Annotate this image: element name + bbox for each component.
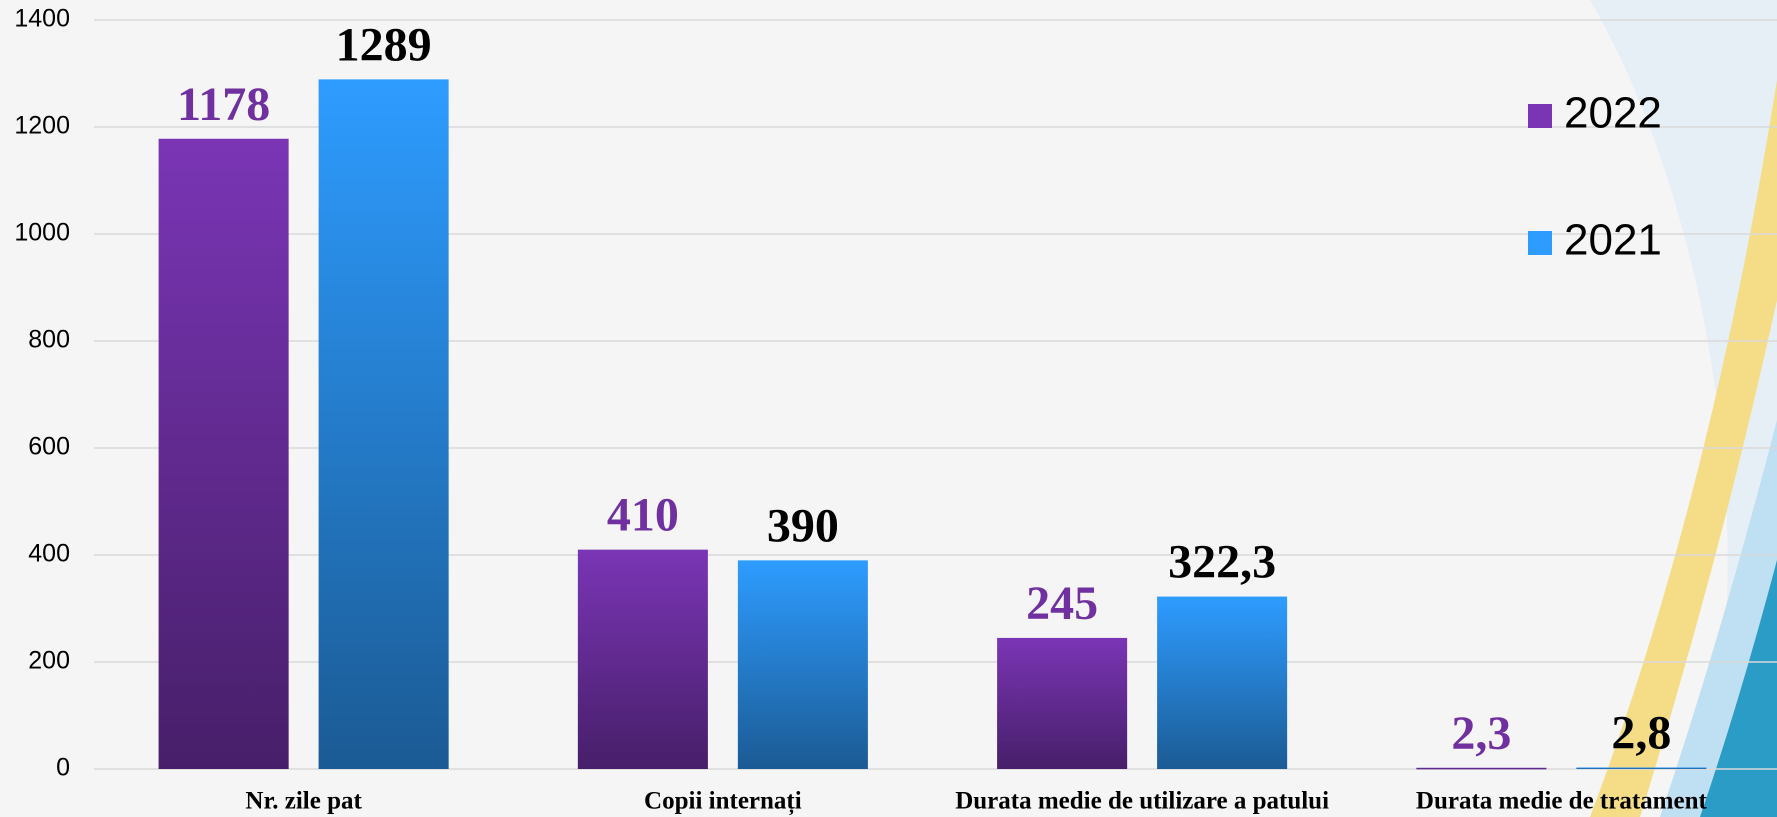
bar-shade (737, 560, 868, 769)
y-tick-label: 1000 (14, 219, 70, 247)
legend-swatch (1528, 231, 1552, 255)
value-label: 322,3 (1168, 536, 1276, 589)
value-label: 1289 (336, 18, 432, 71)
y-tick-label: 600 (28, 433, 70, 461)
legend-label: 2022 (1564, 89, 1662, 138)
bar-shade (997, 637, 1128, 769)
value-label: 1178 (177, 78, 270, 131)
value-label: 2,3 (1451, 707, 1511, 760)
x-tick-label: Copii internați (644, 788, 802, 816)
value-label: 245 (1026, 577, 1098, 630)
y-tick-label: 200 (28, 647, 70, 675)
legend-label: 2021 (1564, 216, 1662, 265)
x-tick-label: Nr. zile pat (245, 788, 362, 815)
bar-shade (1416, 767, 1547, 770)
x-tick-label: Durata medie de tratament (1416, 788, 1708, 815)
bar-shade (158, 138, 289, 769)
decor-blue (1700, 560, 1777, 817)
bar-shade (577, 549, 708, 769)
y-tick-label: 1200 (14, 112, 70, 140)
x-tick-label: Durata medie de utilizare a patului (955, 788, 1329, 815)
bar-shade (1576, 767, 1707, 770)
value-label: 390 (767, 499, 839, 552)
y-tick-label: 400 (28, 540, 70, 568)
y-tick-label: 800 (28, 326, 70, 354)
legend-swatch (1528, 104, 1552, 128)
value-label: 410 (607, 489, 679, 542)
bar-shade (1157, 596, 1288, 769)
bar-shade (318, 79, 449, 769)
value-label: 2,8 (1611, 707, 1671, 760)
y-tick-label: 0 (56, 754, 70, 782)
y-tick-label: 1400 (14, 5, 70, 33)
